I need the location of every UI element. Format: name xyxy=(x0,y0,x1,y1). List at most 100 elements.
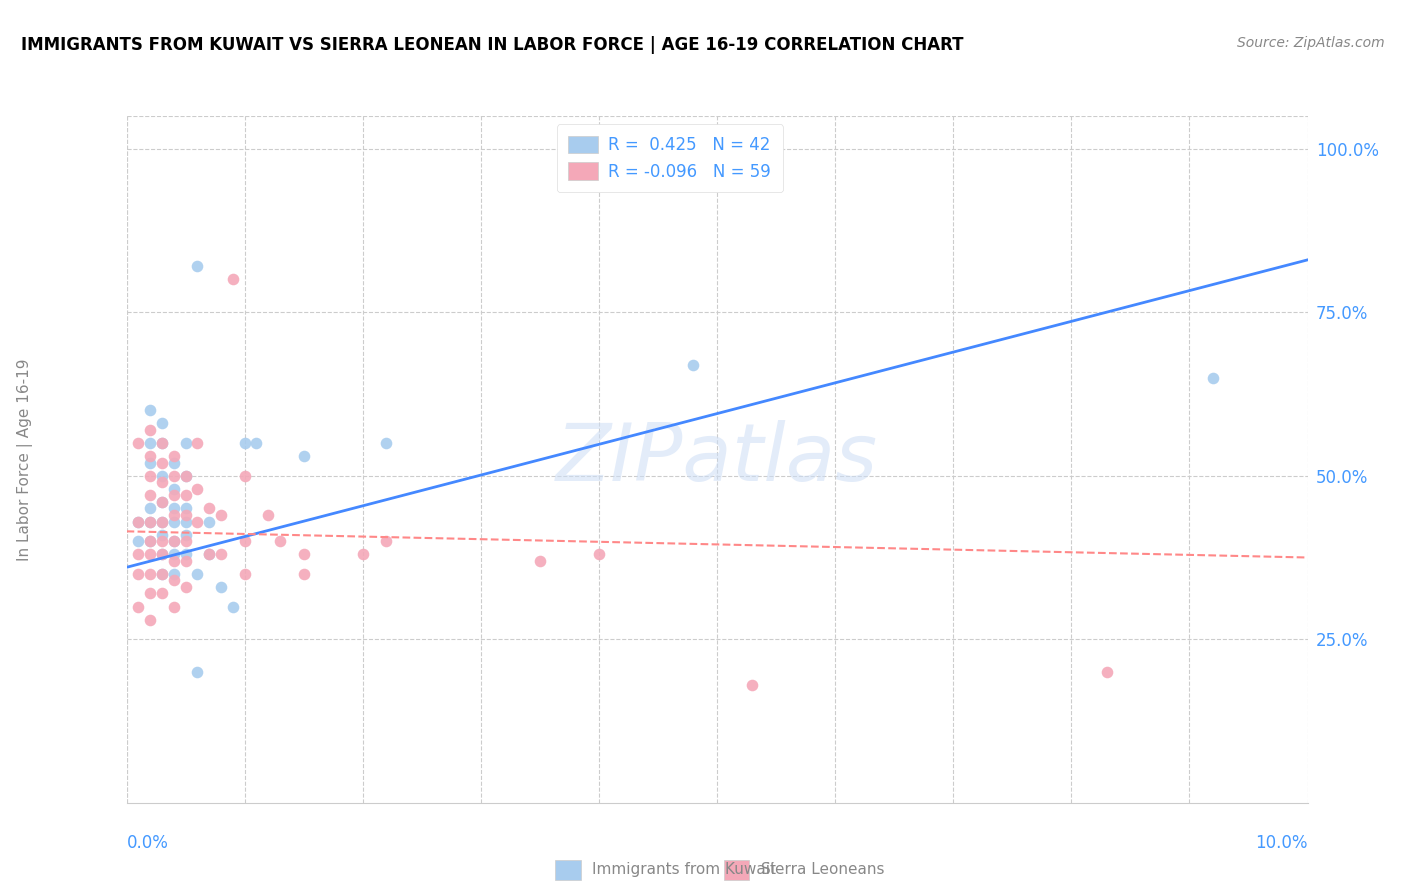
Point xyxy=(150,436,173,450)
Point xyxy=(150,417,173,431)
Text: 10.0%: 10.0% xyxy=(1256,834,1308,852)
Point xyxy=(139,586,162,600)
Point xyxy=(174,468,197,483)
Point xyxy=(198,501,221,516)
Point xyxy=(127,566,149,581)
Point xyxy=(174,515,197,529)
Point xyxy=(150,456,173,470)
Point xyxy=(163,468,186,483)
Point xyxy=(150,566,173,581)
Point xyxy=(139,423,162,437)
Point xyxy=(163,482,186,496)
Point xyxy=(150,515,173,529)
Point xyxy=(198,547,221,561)
Point xyxy=(186,260,208,274)
Point xyxy=(150,468,173,483)
Point xyxy=(139,515,162,529)
Point xyxy=(163,574,186,588)
Point xyxy=(198,515,221,529)
Point xyxy=(174,547,197,561)
Point xyxy=(150,547,173,561)
Point xyxy=(222,599,245,614)
Point xyxy=(174,508,197,522)
Point xyxy=(1202,370,1225,384)
Point xyxy=(139,566,162,581)
Point xyxy=(352,547,374,561)
Point xyxy=(292,547,315,561)
Point xyxy=(139,613,162,627)
Legend: R =  0.425   N = 42, R = -0.096   N = 59: R = 0.425 N = 42, R = -0.096 N = 59 xyxy=(557,124,783,193)
Point xyxy=(257,508,280,522)
Point xyxy=(163,488,186,502)
Point xyxy=(150,586,173,600)
Point xyxy=(150,534,173,549)
Point xyxy=(186,665,208,679)
Point xyxy=(198,547,221,561)
Point xyxy=(139,436,162,450)
Point xyxy=(139,488,162,502)
Point xyxy=(139,501,162,516)
Point xyxy=(150,515,173,529)
Point xyxy=(150,475,173,490)
Point xyxy=(209,508,232,522)
Point xyxy=(150,566,173,581)
Point xyxy=(174,488,197,502)
Point xyxy=(127,436,149,450)
Point xyxy=(529,554,551,568)
Point xyxy=(174,501,197,516)
Point xyxy=(186,436,208,450)
Point xyxy=(209,580,232,594)
Point xyxy=(174,436,197,450)
Point xyxy=(139,534,162,549)
Point xyxy=(375,534,398,549)
Text: Immigrants from Kuwait: Immigrants from Kuwait xyxy=(592,863,776,877)
Point xyxy=(375,436,398,450)
Point xyxy=(682,358,704,372)
Point xyxy=(163,566,186,581)
Point xyxy=(127,547,149,561)
Point xyxy=(245,436,267,450)
Point xyxy=(1095,665,1118,679)
Point xyxy=(139,456,162,470)
Point xyxy=(163,554,186,568)
Point xyxy=(233,566,256,581)
Point xyxy=(163,449,186,463)
Point xyxy=(292,449,315,463)
Text: Source: ZipAtlas.com: Source: ZipAtlas.com xyxy=(1237,36,1385,50)
Point xyxy=(163,534,186,549)
Point xyxy=(174,580,197,594)
Point xyxy=(139,515,162,529)
Point xyxy=(163,515,186,529)
Point xyxy=(292,566,315,581)
Point xyxy=(127,534,149,549)
Point xyxy=(163,534,186,549)
Point xyxy=(233,534,256,549)
Point xyxy=(233,468,256,483)
Point xyxy=(233,436,256,450)
Point xyxy=(150,547,173,561)
Point xyxy=(150,495,173,509)
Point xyxy=(186,515,208,529)
Point xyxy=(150,436,173,450)
Point xyxy=(127,599,149,614)
Point xyxy=(163,508,186,522)
Text: In Labor Force | Age 16-19: In Labor Force | Age 16-19 xyxy=(17,358,34,561)
Point xyxy=(163,547,186,561)
Point xyxy=(139,468,162,483)
Point xyxy=(127,515,149,529)
Point xyxy=(139,449,162,463)
Point xyxy=(139,403,162,417)
Point xyxy=(222,272,245,286)
Point xyxy=(139,534,162,549)
Point xyxy=(186,482,208,496)
Point xyxy=(174,468,197,483)
Text: 0.0%: 0.0% xyxy=(127,834,169,852)
Point xyxy=(174,534,197,549)
Point xyxy=(163,456,186,470)
Point xyxy=(186,566,208,581)
Point xyxy=(588,547,610,561)
Point xyxy=(127,515,149,529)
Text: Sierra Leoneans: Sierra Leoneans xyxy=(761,863,884,877)
Text: ZIPatlas: ZIPatlas xyxy=(555,420,879,499)
Point xyxy=(163,599,186,614)
